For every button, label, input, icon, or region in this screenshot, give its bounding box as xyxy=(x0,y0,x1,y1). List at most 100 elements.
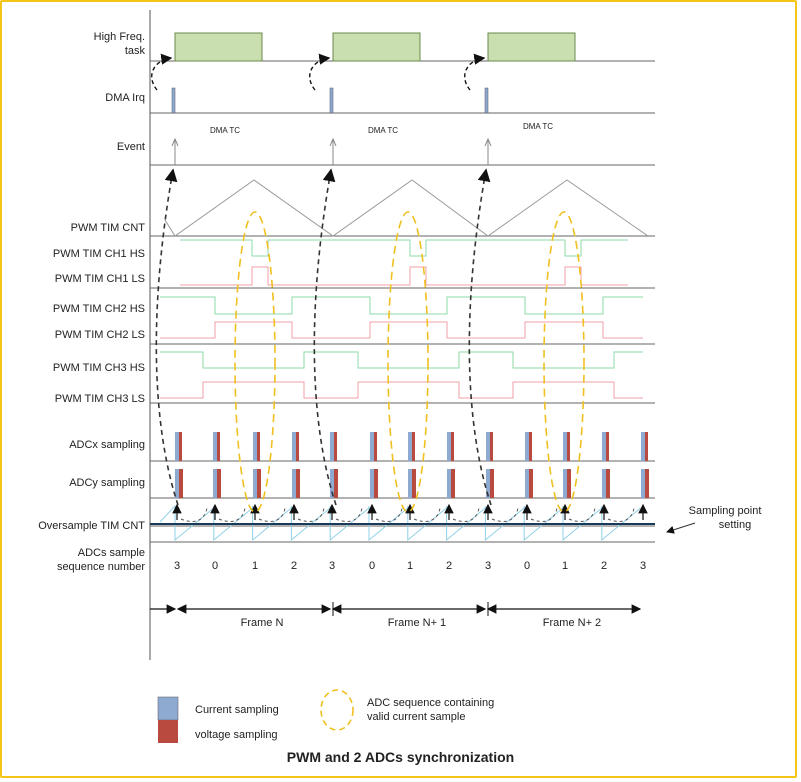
adcy-voltage-bar xyxy=(451,469,455,498)
frame-label: Frame N+ 2 xyxy=(543,617,601,629)
adcy-current-bar xyxy=(330,469,334,498)
row-label-seq-num-line1: ADCs sample xyxy=(78,547,145,559)
sequence-to-event-arrow xyxy=(468,168,492,506)
row-label-ch1-ls: PWM TIM CH1 LS xyxy=(55,273,145,285)
adcy-current-bar xyxy=(408,469,412,498)
adcy-current-bar xyxy=(370,469,374,498)
sequence-number: 1 xyxy=(407,560,413,572)
dma-to-task-arrow xyxy=(151,53,173,91)
sequence-number: 3 xyxy=(329,560,335,572)
sequence-number: 0 xyxy=(212,560,218,572)
ch3-ls-waveform xyxy=(160,381,643,399)
adcy-voltage-bar xyxy=(179,469,183,498)
frame-label: Frame N+ 1 xyxy=(388,617,446,629)
adc-dashed-loop xyxy=(180,507,208,522)
adcy-voltage-bar xyxy=(606,469,610,498)
adc-dashed-loop xyxy=(413,507,441,522)
adcy-voltage-bar xyxy=(529,469,533,498)
legend-current-label: Current sampling xyxy=(195,704,279,716)
legend-voltage-swatch xyxy=(158,720,178,743)
adc-dashed-loop xyxy=(335,507,363,522)
adcy-voltage-bar xyxy=(217,469,221,498)
adcx-current-bar xyxy=(292,432,296,461)
row-label-ch1-hs: PWM TIM CH1 HS xyxy=(53,248,145,260)
high-freq-task-box xyxy=(487,32,576,62)
adcx-voltage-bar xyxy=(451,432,454,461)
adcx-current-bar xyxy=(563,432,567,461)
row-label-high-freq-task-line2: task xyxy=(125,45,146,57)
row-label-ch3-hs: PWM TIM CH3 HS xyxy=(53,362,145,374)
ch2-ls-waveform xyxy=(160,321,643,339)
ch1-ls-waveform xyxy=(313,266,473,286)
adcx-current-bar xyxy=(175,432,179,461)
row-label-event: Event xyxy=(117,141,145,153)
ch2-hs-waveform xyxy=(160,296,643,315)
sequence-number: 1 xyxy=(562,560,568,572)
row-label-ch3-ls: PWM TIM CH3 LS xyxy=(55,393,145,405)
sequence-number: 3 xyxy=(485,560,491,572)
adcy-voltage-bar xyxy=(490,469,494,498)
high-freq-task-box xyxy=(174,32,263,62)
sampling-point-pointer xyxy=(666,522,696,534)
dma-to-task-arrow xyxy=(309,53,331,91)
adcx-current-bar xyxy=(370,432,374,461)
adc-dashed-loop xyxy=(568,507,596,522)
adcx-current-bar xyxy=(330,432,334,461)
row-label-dma-irq: DMA Irq xyxy=(105,92,145,104)
sequence-number: 3 xyxy=(174,560,180,572)
ch3-hs-waveform xyxy=(160,351,643,369)
sequence-number: 0 xyxy=(524,560,530,572)
sequence-number: 2 xyxy=(291,560,297,572)
sequence-number: 1 xyxy=(252,560,258,572)
legend-sequence-ellipse xyxy=(320,689,354,731)
adc-dashed-loop xyxy=(452,507,480,522)
adcy-voltage-bar xyxy=(412,469,416,498)
row-label-pwm-cnt: PWM TIM CNT xyxy=(71,222,146,234)
adcy-current-bar xyxy=(486,469,490,498)
adcx-current-bar xyxy=(602,432,606,461)
adcy-current-bar xyxy=(563,469,567,498)
adcx-current-bar xyxy=(253,432,257,461)
legend-voltage-label: voltage sampling xyxy=(195,729,278,741)
adc-dashed-loop xyxy=(607,507,635,522)
dma-irq-pulse xyxy=(484,87,489,114)
row-label-os-cnt: Oversample TIM CNT xyxy=(38,520,145,532)
adcy-voltage-bar xyxy=(645,469,649,498)
adcx-voltage-bar xyxy=(529,432,532,461)
legend-sequence-label-line2: valid current sample xyxy=(367,711,465,723)
adcy-current-bar xyxy=(253,469,257,498)
adcx-current-bar xyxy=(447,432,451,461)
adcy-current-bar xyxy=(447,469,451,498)
row-label-seq-num-line2: sequence number xyxy=(57,561,145,573)
legend-sequence-label-line1: ADC sequence containing xyxy=(367,697,494,709)
adc-dashed-loop xyxy=(258,507,286,522)
adc-dashed-loop xyxy=(530,507,558,522)
adcx-current-bar xyxy=(525,432,529,461)
ch1-hs-waveform xyxy=(468,239,628,257)
adcy-current-bar xyxy=(292,469,296,498)
adcx-voltage-bar xyxy=(567,432,570,461)
adcx-current-bar xyxy=(486,432,490,461)
adcy-current-bar xyxy=(213,469,217,498)
high-freq-task-box xyxy=(332,32,421,62)
adcx-current-bar xyxy=(408,432,412,461)
diagram-title: PWM and 2 ADCs synchronization xyxy=(286,749,515,765)
sequence-number: 2 xyxy=(446,560,452,572)
ch1-hs-waveform xyxy=(180,239,315,257)
adcx-voltage-bar xyxy=(412,432,415,461)
adcy-voltage-bar xyxy=(374,469,378,498)
adcy-current-bar xyxy=(641,469,645,498)
adcy-current-bar xyxy=(602,469,606,498)
adc-dashed-loop xyxy=(491,507,519,522)
adcy-current-bar xyxy=(525,469,529,498)
sequence-number: 0 xyxy=(369,560,375,572)
adcx-voltage-bar xyxy=(296,432,299,461)
pwm-counter-triangle xyxy=(164,179,649,237)
adc-dashed-loop xyxy=(375,507,403,522)
sequence-to-event-arrow xyxy=(313,168,337,506)
adcx-voltage-bar xyxy=(645,432,648,461)
dma-tc-label: DMA TC xyxy=(523,122,553,131)
sampling-point-label-line1: Sampling point xyxy=(689,505,762,517)
